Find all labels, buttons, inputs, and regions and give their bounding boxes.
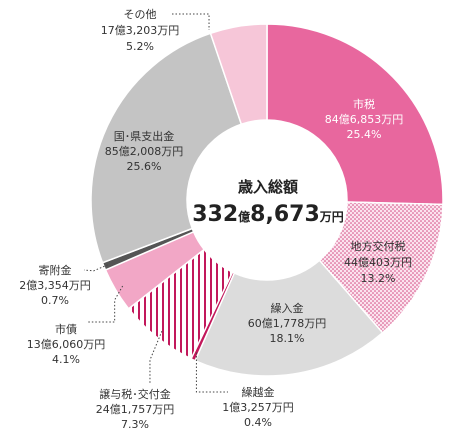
center-total: 332億8,673万円 [192, 202, 344, 227]
transfer-pct: 18.1% [270, 332, 305, 345]
other-name: その他 [124, 8, 157, 21]
center-title: 歳入総額 [238, 178, 298, 196]
total-number: 332 [192, 202, 238, 227]
local-allocation-pct: 13.2% [361, 272, 396, 285]
city-tax-pct: 25.4% [347, 128, 382, 141]
slice-national-pref [90, 32, 243, 264]
leader-bonds [88, 285, 124, 323]
bonds-amount: 13億6,060万円 [27, 338, 106, 351]
total-unit: 万円 [319, 210, 344, 224]
other-amount: 17億3,203万円 [101, 24, 180, 37]
leader-transfer-tax [149, 330, 163, 383]
other-pct: 5.2% [126, 40, 154, 53]
national-pref-amount: 85億2,008万円 [105, 145, 184, 158]
total-oku: 億 [238, 209, 250, 224]
donations-amount: 2億3,354万円 [19, 279, 91, 292]
label-bonds: 市債 13億6,060万円 4.1% [27, 322, 106, 366]
bonds-name: 市債 [55, 322, 77, 336]
donations-pct: 0.7% [41, 294, 69, 307]
leader-carryover [195, 352, 228, 393]
city-tax-amount: 84億6,853万円 [325, 113, 404, 126]
transfer-tax-amount: 24億1,757万円 [96, 403, 175, 416]
donations-name: 寄附金 [39, 263, 72, 277]
city-tax-name: 市税 [353, 97, 375, 111]
label-transfer-tax: 譲与税･交付金 24億1,757万円 7.3% [96, 387, 175, 431]
label-local-allocation: 地方交付税 44億403万円 13.2% [344, 239, 412, 285]
local-allocation-amount: 44億403万円 [344, 256, 412, 269]
slice-city-tax [266, 23, 444, 206]
bonds-pct: 4.1% [52, 353, 80, 366]
donut-slices [90, 23, 444, 377]
carryover-amount: 1億3,257万円 [222, 401, 294, 414]
transfer-amount: 60億1,778万円 [248, 317, 327, 330]
label-other: その他 17億3,203万円 5.2% [101, 8, 180, 53]
national-pref-pct: 25.6% [127, 160, 162, 173]
slice-local-allocation [318, 201, 444, 334]
leader-donations [83, 264, 108, 272]
slice-transfer [194, 259, 384, 377]
transfer-name: 繰入金 [271, 301, 304, 315]
carryover-name: 繰越金 [242, 385, 275, 399]
leader-lines [83, 13, 228, 393]
total-rest: 8,673 [250, 202, 320, 227]
label-carryover: 繰越金 1億3,257万円 0.4% [222, 385, 294, 429]
slice-other [209, 23, 268, 126]
transfer-tax-pct: 7.3% [121, 418, 149, 431]
label-city-tax: 市税 84億6,853万円 25.4% [325, 97, 404, 141]
carryover-pct: 0.4% [244, 416, 272, 429]
label-national-pref: 国･県支出金 85億2,008万円 25.6% [105, 129, 184, 173]
label-transfer: 繰入金 60億1,778万円 18.1% [248, 301, 327, 345]
transfer-tax-name: 譲与税･交付金 [99, 387, 171, 401]
national-pref-name: 国･県支出金 [114, 129, 175, 143]
label-donations: 寄附金 2億3,354万円 0.7% [19, 263, 91, 307]
local-allocation-name: 地方交付税 [351, 239, 406, 253]
